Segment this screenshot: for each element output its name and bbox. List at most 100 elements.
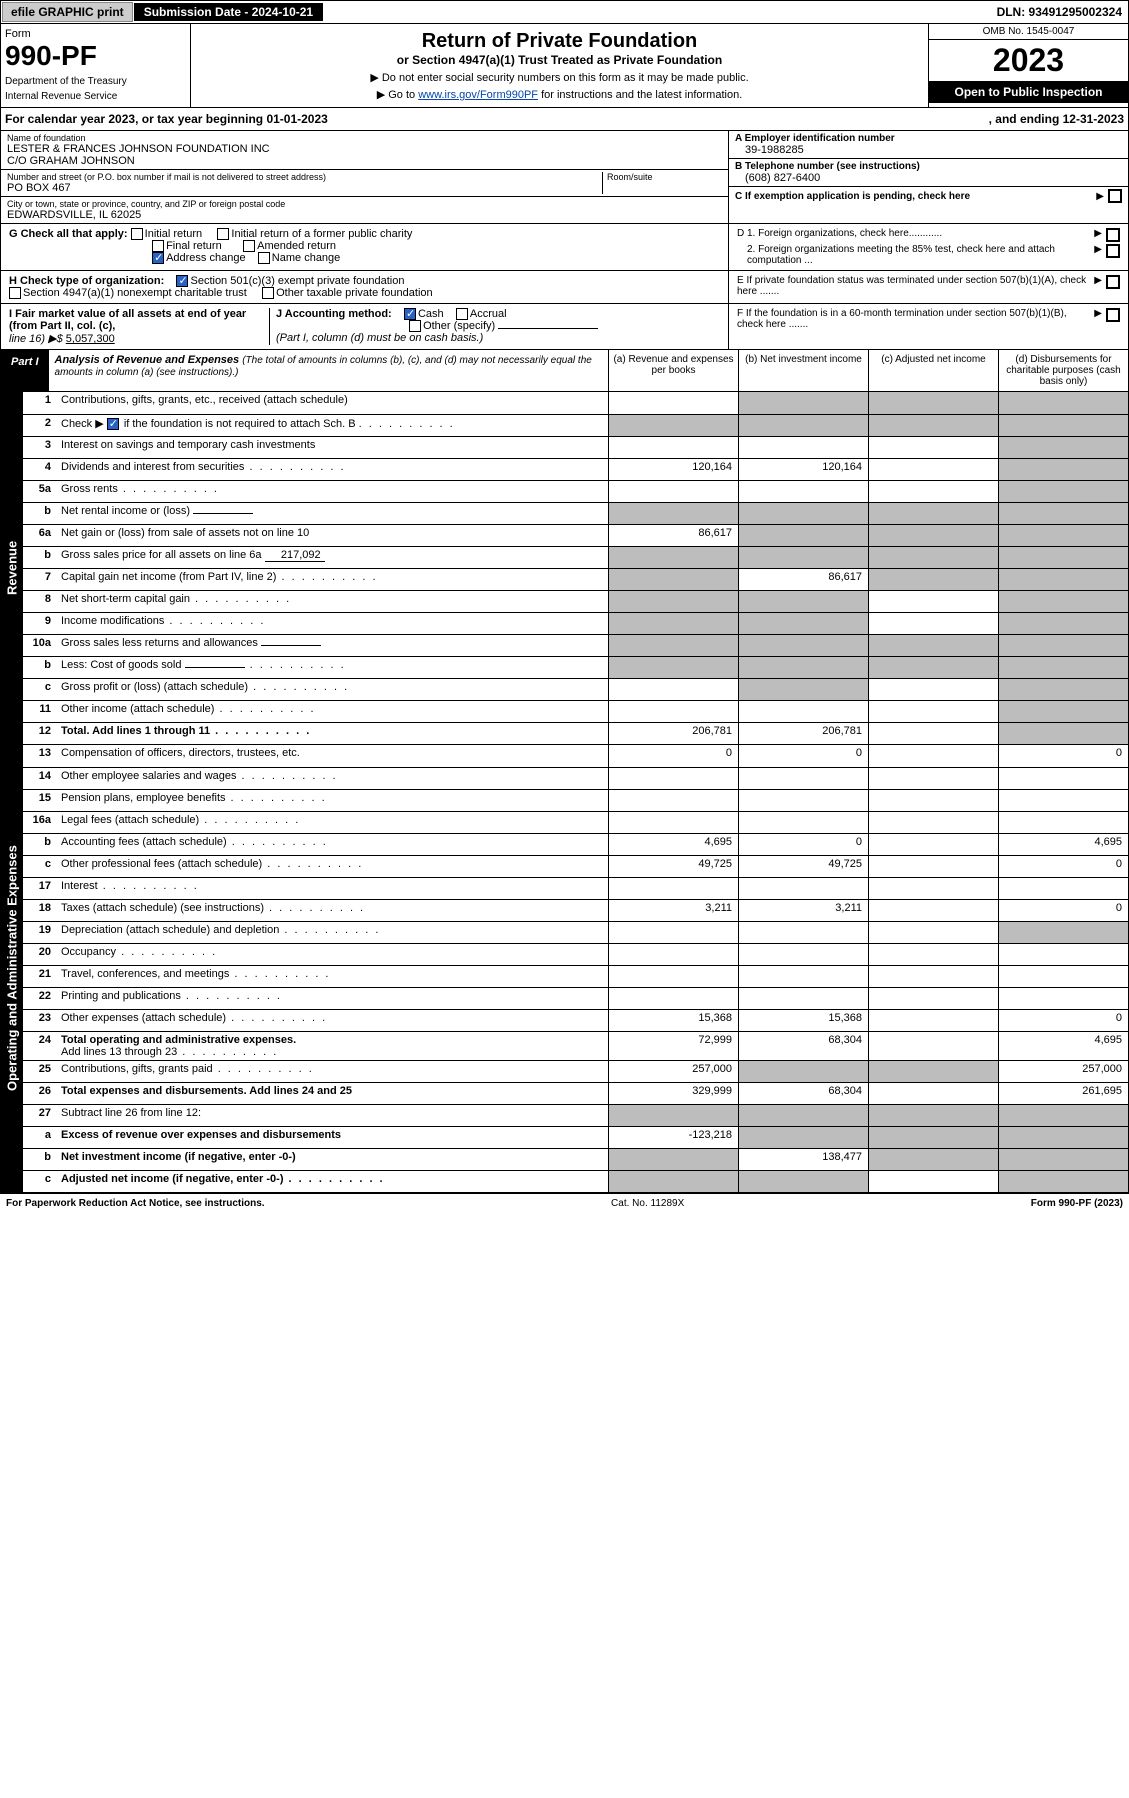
r16c-label: Other professional fees (attach schedule…	[57, 856, 608, 877]
r25-d: 257,000	[998, 1061, 1128, 1082]
irs-link[interactable]: www.irs.gov/Form990PF	[418, 89, 538, 101]
part1-tag: Part I	[1, 350, 49, 391]
revenue-table: Revenue 1Contributions, gifts, grants, e…	[0, 392, 1129, 745]
chk-name[interactable]	[258, 252, 270, 264]
submission-date-label: Submission Date - 2024-10-21	[134, 3, 323, 21]
r23-label: Other expenses (attach schedule)	[57, 1010, 608, 1031]
j-other: Other (specify)	[423, 320, 495, 332]
footer-cat: Cat. No. 11289X	[265, 1198, 1031, 1209]
c-checkbox[interactable]	[1108, 189, 1122, 203]
chk-initial[interactable]	[131, 228, 143, 240]
r5a-label: Gross rents	[57, 481, 608, 502]
e-label: E If private foundation status was termi…	[737, 275, 1094, 297]
col-a-hdr: (a) Revenue and expenses per books	[608, 350, 738, 391]
ein-label: A Employer identification number	[735, 133, 895, 144]
expenses-table: Operating and Administrative Expenses 13…	[0, 745, 1129, 1193]
r24-d: 4,695	[998, 1032, 1128, 1060]
r24-label: Total operating and administrative expen…	[57, 1032, 608, 1060]
r18-label: Taxes (attach schedule) (see instruction…	[57, 900, 608, 921]
g-block: G Check all that apply: Initial return I…	[0, 224, 1129, 271]
g-initial-former: Initial return of a former public charit…	[231, 228, 412, 240]
dln-label: DLN: 93491295002324	[997, 5, 1128, 19]
irs-label: Internal Revenue Service	[5, 91, 186, 102]
f-label: F If the foundation is in a 60-month ter…	[737, 308, 1094, 330]
r6b-label: Gross sales price for all assets on line…	[57, 547, 608, 568]
r9-label: Income modifications	[57, 613, 608, 634]
goto-suffix: for instructions and the latest informat…	[538, 89, 742, 101]
col-d-hdr: (d) Disbursements for charitable purpose…	[998, 350, 1128, 391]
calyear-begin: For calendar year 2023, or tax year begi…	[5, 112, 989, 126]
r8-label: Net short-term capital gain	[57, 591, 608, 612]
r18-a: 3,211	[608, 900, 738, 921]
r16a-label: Legal fees (attach schedule)	[57, 812, 608, 833]
r16c-b: 49,725	[738, 856, 868, 877]
j-label: J Accounting method:	[276, 308, 392, 320]
city-value: EDWARDSVILLE, IL 62025	[7, 209, 722, 221]
phone-label: B Telephone number (see instructions)	[735, 161, 920, 172]
r17-label: Interest	[57, 878, 608, 899]
chk-other-tax[interactable]	[262, 287, 274, 299]
r13-b: 0	[738, 745, 868, 767]
name-label: Name of foundation	[7, 133, 722, 143]
r14-label: Other employee salaries and wages	[57, 768, 608, 789]
note-goto: ▶ Go to www.irs.gov/Form990PF for instru…	[197, 88, 922, 101]
e-checkbox[interactable]	[1106, 275, 1120, 289]
phone-value: (608) 827-6400	[735, 172, 1122, 184]
r10b-label: Less: Cost of goods sold	[57, 657, 608, 678]
h-4947: Section 4947(a)(1) nonexempt charitable …	[23, 287, 247, 299]
arrow-icon: ▶	[1094, 308, 1102, 330]
chk-accrual[interactable]	[456, 308, 468, 320]
open-public: Open to Public Inspection	[929, 81, 1128, 103]
r16b-label: Accounting fees (attach schedule)	[57, 834, 608, 855]
entity-info: Name of foundation LESTER & FRANCES JOHN…	[0, 131, 1129, 224]
arrow-icon: ▶	[1094, 275, 1102, 297]
r3-label: Interest on savings and temporary cash i…	[57, 437, 608, 458]
chk-schb[interactable]	[107, 418, 119, 430]
r5b-label: Net rental income or (loss)	[57, 503, 608, 524]
r23-b: 15,368	[738, 1010, 868, 1031]
d2-checkbox[interactable]	[1106, 244, 1120, 258]
room-label: Room/suite	[607, 172, 722, 182]
foundation-name: LESTER & FRANCES JOHNSON FOUNDATION INC	[7, 143, 722, 155]
part1-title: Analysis of Revenue and Expenses	[55, 354, 240, 366]
r4-a: 120,164	[608, 459, 738, 480]
chk-initial-former[interactable]	[217, 228, 229, 240]
r12-b: 206,781	[738, 723, 868, 744]
r7-label: Capital gain net income (from Part IV, l…	[57, 569, 608, 590]
chk-address[interactable]	[152, 252, 164, 264]
d1-checkbox[interactable]	[1106, 228, 1120, 242]
j-note: (Part I, column (d) must be on cash basi…	[276, 332, 483, 344]
omb-number: OMB No. 1545-0047	[929, 24, 1128, 40]
r13-d: 0	[998, 745, 1128, 767]
chk-501c3[interactable]	[176, 275, 188, 287]
chk-other-method[interactable]	[409, 320, 421, 332]
r10a-label: Gross sales less returns and allowances	[57, 635, 608, 656]
tax-year: 2023	[929, 40, 1128, 81]
chk-4947[interactable]	[9, 287, 21, 299]
r26-label: Total expenses and disbursements. Add li…	[57, 1083, 608, 1104]
r27a-label: Excess of revenue over expenses and disb…	[57, 1127, 608, 1148]
goto-prefix: ▶ Go to	[377, 89, 418, 101]
r10c-label: Gross profit or (loss) (attach schedule)	[57, 679, 608, 700]
i-line: line 16) ▶$	[9, 333, 63, 345]
form-word: Form	[5, 28, 186, 40]
arrow-icon: ▶	[1094, 244, 1102, 266]
g-final: Final return	[166, 240, 222, 252]
r2-label: Check ▶ if the foundation is not require…	[57, 415, 608, 436]
h-label: H Check type of organization:	[9, 275, 164, 287]
r12-a: 206,781	[608, 723, 738, 744]
calendar-year-row: For calendar year 2023, or tax year begi…	[0, 108, 1129, 131]
j-cash: Cash	[418, 308, 444, 320]
r26-d: 261,695	[998, 1083, 1128, 1104]
topbar: efile GRAPHIC print Submission Date - 20…	[0, 0, 1129, 24]
r25-a: 257,000	[608, 1061, 738, 1082]
r26-a: 329,999	[608, 1083, 738, 1104]
chk-amended[interactable]	[243, 240, 255, 252]
r23-d: 0	[998, 1010, 1128, 1031]
efile-print-btn[interactable]: efile GRAPHIC print	[2, 2, 133, 22]
r24-b: 68,304	[738, 1032, 868, 1060]
care-of: C/O GRAHAM JOHNSON	[7, 155, 722, 167]
f-checkbox[interactable]	[1106, 308, 1120, 322]
chk-cash[interactable]	[404, 308, 416, 320]
g-name: Name change	[272, 252, 341, 264]
